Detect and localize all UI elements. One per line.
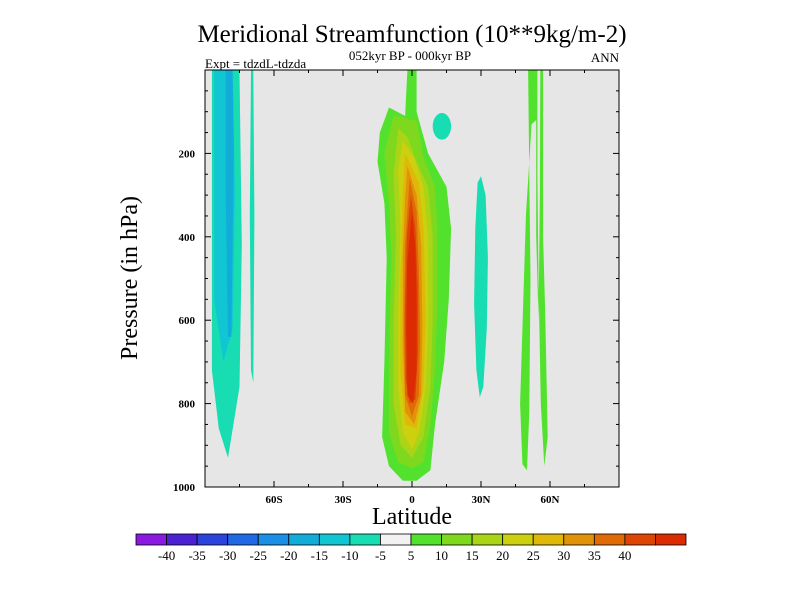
- y-axis-label: Pressure (in hPa): [117, 196, 143, 360]
- colorbar-label: -10: [341, 548, 358, 563]
- chart-title: Meridional Streamfunction (10**9kg/m-2): [197, 21, 626, 48]
- colorbar-box: [593, 533, 626, 546]
- colorbar-label: -5: [375, 548, 386, 563]
- y-tick-label: 200: [179, 148, 196, 160]
- colorbar-label: -15: [311, 548, 328, 563]
- colorbar-box: [349, 533, 381, 546]
- contour-fills: [211, 70, 548, 481]
- colorbar-label: 15: [466, 548, 479, 563]
- colorbar-label: 40: [618, 548, 631, 563]
- contour-sh-neg-10b: [249, 70, 255, 383]
- y-tick-label: 400: [179, 232, 196, 244]
- y-tick-label: 800: [179, 399, 196, 411]
- colorbar-box: [288, 533, 320, 546]
- colorbar-label: -30: [219, 548, 236, 563]
- x-axis-label: Latitude: [372, 504, 452, 530]
- x-tick-label: 30N: [472, 494, 491, 506]
- colorbar-box: [410, 533, 442, 546]
- colorbar-box: [196, 533, 229, 546]
- contour-eq-column: [408, 70, 416, 120]
- contour-nh-pos-5: [520, 70, 548, 471]
- colorbar-box: [655, 533, 687, 546]
- colorbar-label: -35: [188, 548, 205, 563]
- season-label: ANN: [591, 50, 620, 65]
- colorbar-label: 25: [527, 548, 540, 563]
- y-tick-label: 1000: [173, 482, 196, 494]
- colorbar-box: [563, 533, 595, 546]
- colorbar-box: [441, 533, 473, 546]
- colorbar-box: [380, 533, 412, 546]
- colorbar-box: [532, 533, 565, 546]
- x-tick-label: 60N: [541, 494, 560, 506]
- chart-subtitle: 052kyr BP - 000kyr BP: [349, 48, 471, 63]
- colorbar-label: 35: [588, 548, 601, 563]
- contour-nh-neg-10: [474, 176, 488, 398]
- colorbar-label: 30: [557, 548, 570, 563]
- colorbar-label: 20: [496, 548, 509, 563]
- colorbar-box: [227, 533, 259, 546]
- colorbar-box: [502, 533, 534, 546]
- colorbar-box: [166, 533, 198, 546]
- y-tick-label: 600: [179, 315, 196, 327]
- colorbar-label: -25: [250, 548, 267, 563]
- colorbar-box: [257, 533, 290, 546]
- colorbar-box: [135, 533, 167, 546]
- colorbar-label: 10: [435, 548, 448, 563]
- experiment-label: Expt = tdzdL-tdzda: [205, 56, 306, 71]
- contour-sh-neg-20: [225, 70, 234, 337]
- colorbar-label: 5: [408, 548, 415, 563]
- colorbar-box: [318, 533, 351, 546]
- x-tick-label: 30S: [334, 494, 351, 506]
- colorbar-label: -40: [158, 548, 175, 563]
- x-tick-label: 0: [409, 494, 415, 506]
- contour-upper-blob: [432, 112, 452, 140]
- colorbar-box: [624, 533, 656, 546]
- colorbar-label: -20: [280, 548, 297, 563]
- contour-eq-level-9: [406, 211, 417, 404]
- x-tick-label: 60S: [265, 494, 282, 506]
- colorbar-box: [471, 533, 504, 546]
